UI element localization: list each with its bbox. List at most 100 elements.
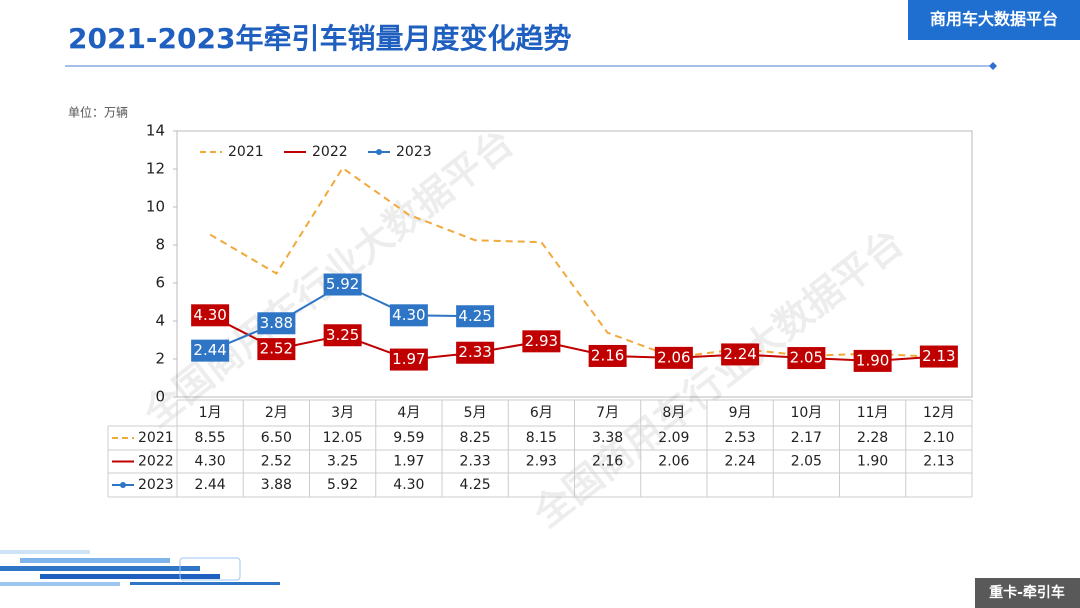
table-cell: 1.90: [857, 454, 888, 470]
footer: 重卡-牵引车: [989, 584, 1065, 601]
x-tick-label: 9月: [729, 405, 752, 421]
table-cell: 2.44: [195, 477, 226, 493]
data-label: 2.05: [790, 349, 823, 367]
y-tick-label: 2: [155, 350, 165, 368]
table-cell: 8.25: [460, 430, 491, 446]
x-tick-label: 12月: [923, 405, 955, 421]
data-label-box: [389, 304, 428, 327]
table-cell: 9.59: [393, 430, 424, 446]
data-label-box: [191, 339, 230, 362]
table-cell: 12.05: [323, 430, 363, 446]
data-label-box: [191, 304, 230, 327]
x-tick-label: 3月: [331, 405, 354, 421]
legend-label: 2022: [312, 144, 348, 160]
table-row-label: 2023: [138, 477, 174, 493]
table-cell: 6.50: [261, 430, 292, 446]
x-tick-label: 7月: [596, 405, 619, 421]
x-tick-label: 5月: [464, 405, 487, 421]
x-tick-label: 11月: [857, 405, 889, 421]
data-label: 3.88: [260, 314, 293, 332]
badge-box: [908, 0, 1080, 40]
data-label-box: [257, 338, 296, 361]
table-cell: 2.28: [857, 430, 888, 446]
data-label: 1.97: [392, 350, 425, 368]
data-label: 4.30: [392, 306, 425, 324]
chart-title: 2021-2023年牵引车销量月度变化趋势: [68, 22, 571, 55]
y-tick-label: 8: [155, 236, 165, 254]
data-label: 2.24: [723, 345, 756, 363]
decor: [0, 550, 280, 586]
data-label: 5.92: [326, 275, 359, 293]
data-label-box: [787, 347, 826, 370]
legend-label: 2021: [228, 144, 264, 160]
data-label: 2.33: [458, 343, 491, 361]
data-label-box: [257, 312, 296, 335]
data-label-box: [919, 345, 958, 368]
legend-marker: [376, 149, 382, 155]
plot-frame: [176, 130, 973, 398]
data-label-box: [323, 324, 362, 347]
rule-diamond: [989, 62, 997, 70]
x-tick-label: 6月: [530, 405, 553, 421]
data-label: 2.06: [657, 348, 690, 366]
table-cell: 2.06: [658, 454, 689, 470]
footer-box: [975, 578, 1080, 608]
data-label: 4.25: [458, 307, 491, 325]
legend-marker: [120, 482, 126, 488]
x-tick-label: 8月: [662, 405, 685, 421]
badge: 商用车大数据平台: [930, 10, 1058, 29]
y-tick-label: 14: [146, 122, 165, 140]
table-cell: 4.30: [393, 477, 424, 493]
table-cell: 2.16: [592, 454, 623, 470]
data-label-box: [588, 344, 627, 367]
data-label-box: [654, 346, 693, 369]
unit-label: 单位：万辆: [68, 105, 128, 120]
y-tick-label: 12: [146, 160, 165, 178]
data-label-box: [522, 330, 561, 353]
legend-label: 2023: [396, 144, 432, 160]
table-cell: 2.05: [791, 454, 822, 470]
table-cell: 2.93: [526, 454, 557, 470]
data-label: 2.13: [922, 347, 955, 365]
data-label-box: [456, 305, 495, 328]
table-cell: 3.25: [327, 454, 358, 470]
y-tick-label: 4: [155, 312, 165, 330]
y-tick-label: 6: [155, 274, 165, 292]
table-cell: 2.33: [460, 454, 491, 470]
x-tick-label: 1月: [199, 405, 222, 421]
table-row-label: 2022: [138, 454, 174, 470]
data-label: 2.52: [260, 340, 293, 358]
data-label-box: [389, 348, 428, 371]
table-cell: 2.13: [923, 454, 954, 470]
table-cell: 3.88: [261, 477, 292, 493]
table-cell: 8.55: [195, 430, 226, 446]
table-row-label: 2021: [138, 430, 174, 446]
watermark: 全国商用车行业大数据平台: [524, 220, 911, 536]
table-cell: 2.53: [725, 430, 756, 446]
table-cell: 3.38: [592, 430, 623, 446]
data-label-box: [853, 349, 892, 372]
data-label: 1.90: [856, 351, 889, 369]
y-tick-label: 0: [155, 388, 165, 406]
table-cell: 2.17: [791, 430, 822, 446]
table-cell: 1.97: [393, 454, 424, 470]
table-cell: 8.15: [526, 430, 557, 446]
table-cell: 2.24: [725, 454, 756, 470]
data-label: 2.44: [193, 341, 226, 359]
data-label: 3.25: [326, 326, 359, 344]
y-tick-label: 10: [146, 198, 165, 216]
table-cell: 5.92: [327, 477, 358, 493]
table-cell: 2.09: [658, 430, 689, 446]
table-cell: 4.25: [460, 477, 491, 493]
table-cell: 4.30: [195, 454, 226, 470]
data-label-box: [721, 343, 760, 366]
data-label: 4.30: [193, 306, 226, 324]
x-tick-label: 4月: [397, 405, 420, 421]
x-tick-label: 2月: [265, 405, 288, 421]
data-label: 2.93: [525, 332, 558, 350]
table-cell: 2.10: [923, 430, 954, 446]
data-label-box: [323, 273, 362, 296]
data-label: 2.16: [591, 346, 624, 364]
table-cell: 2.52: [261, 454, 292, 470]
